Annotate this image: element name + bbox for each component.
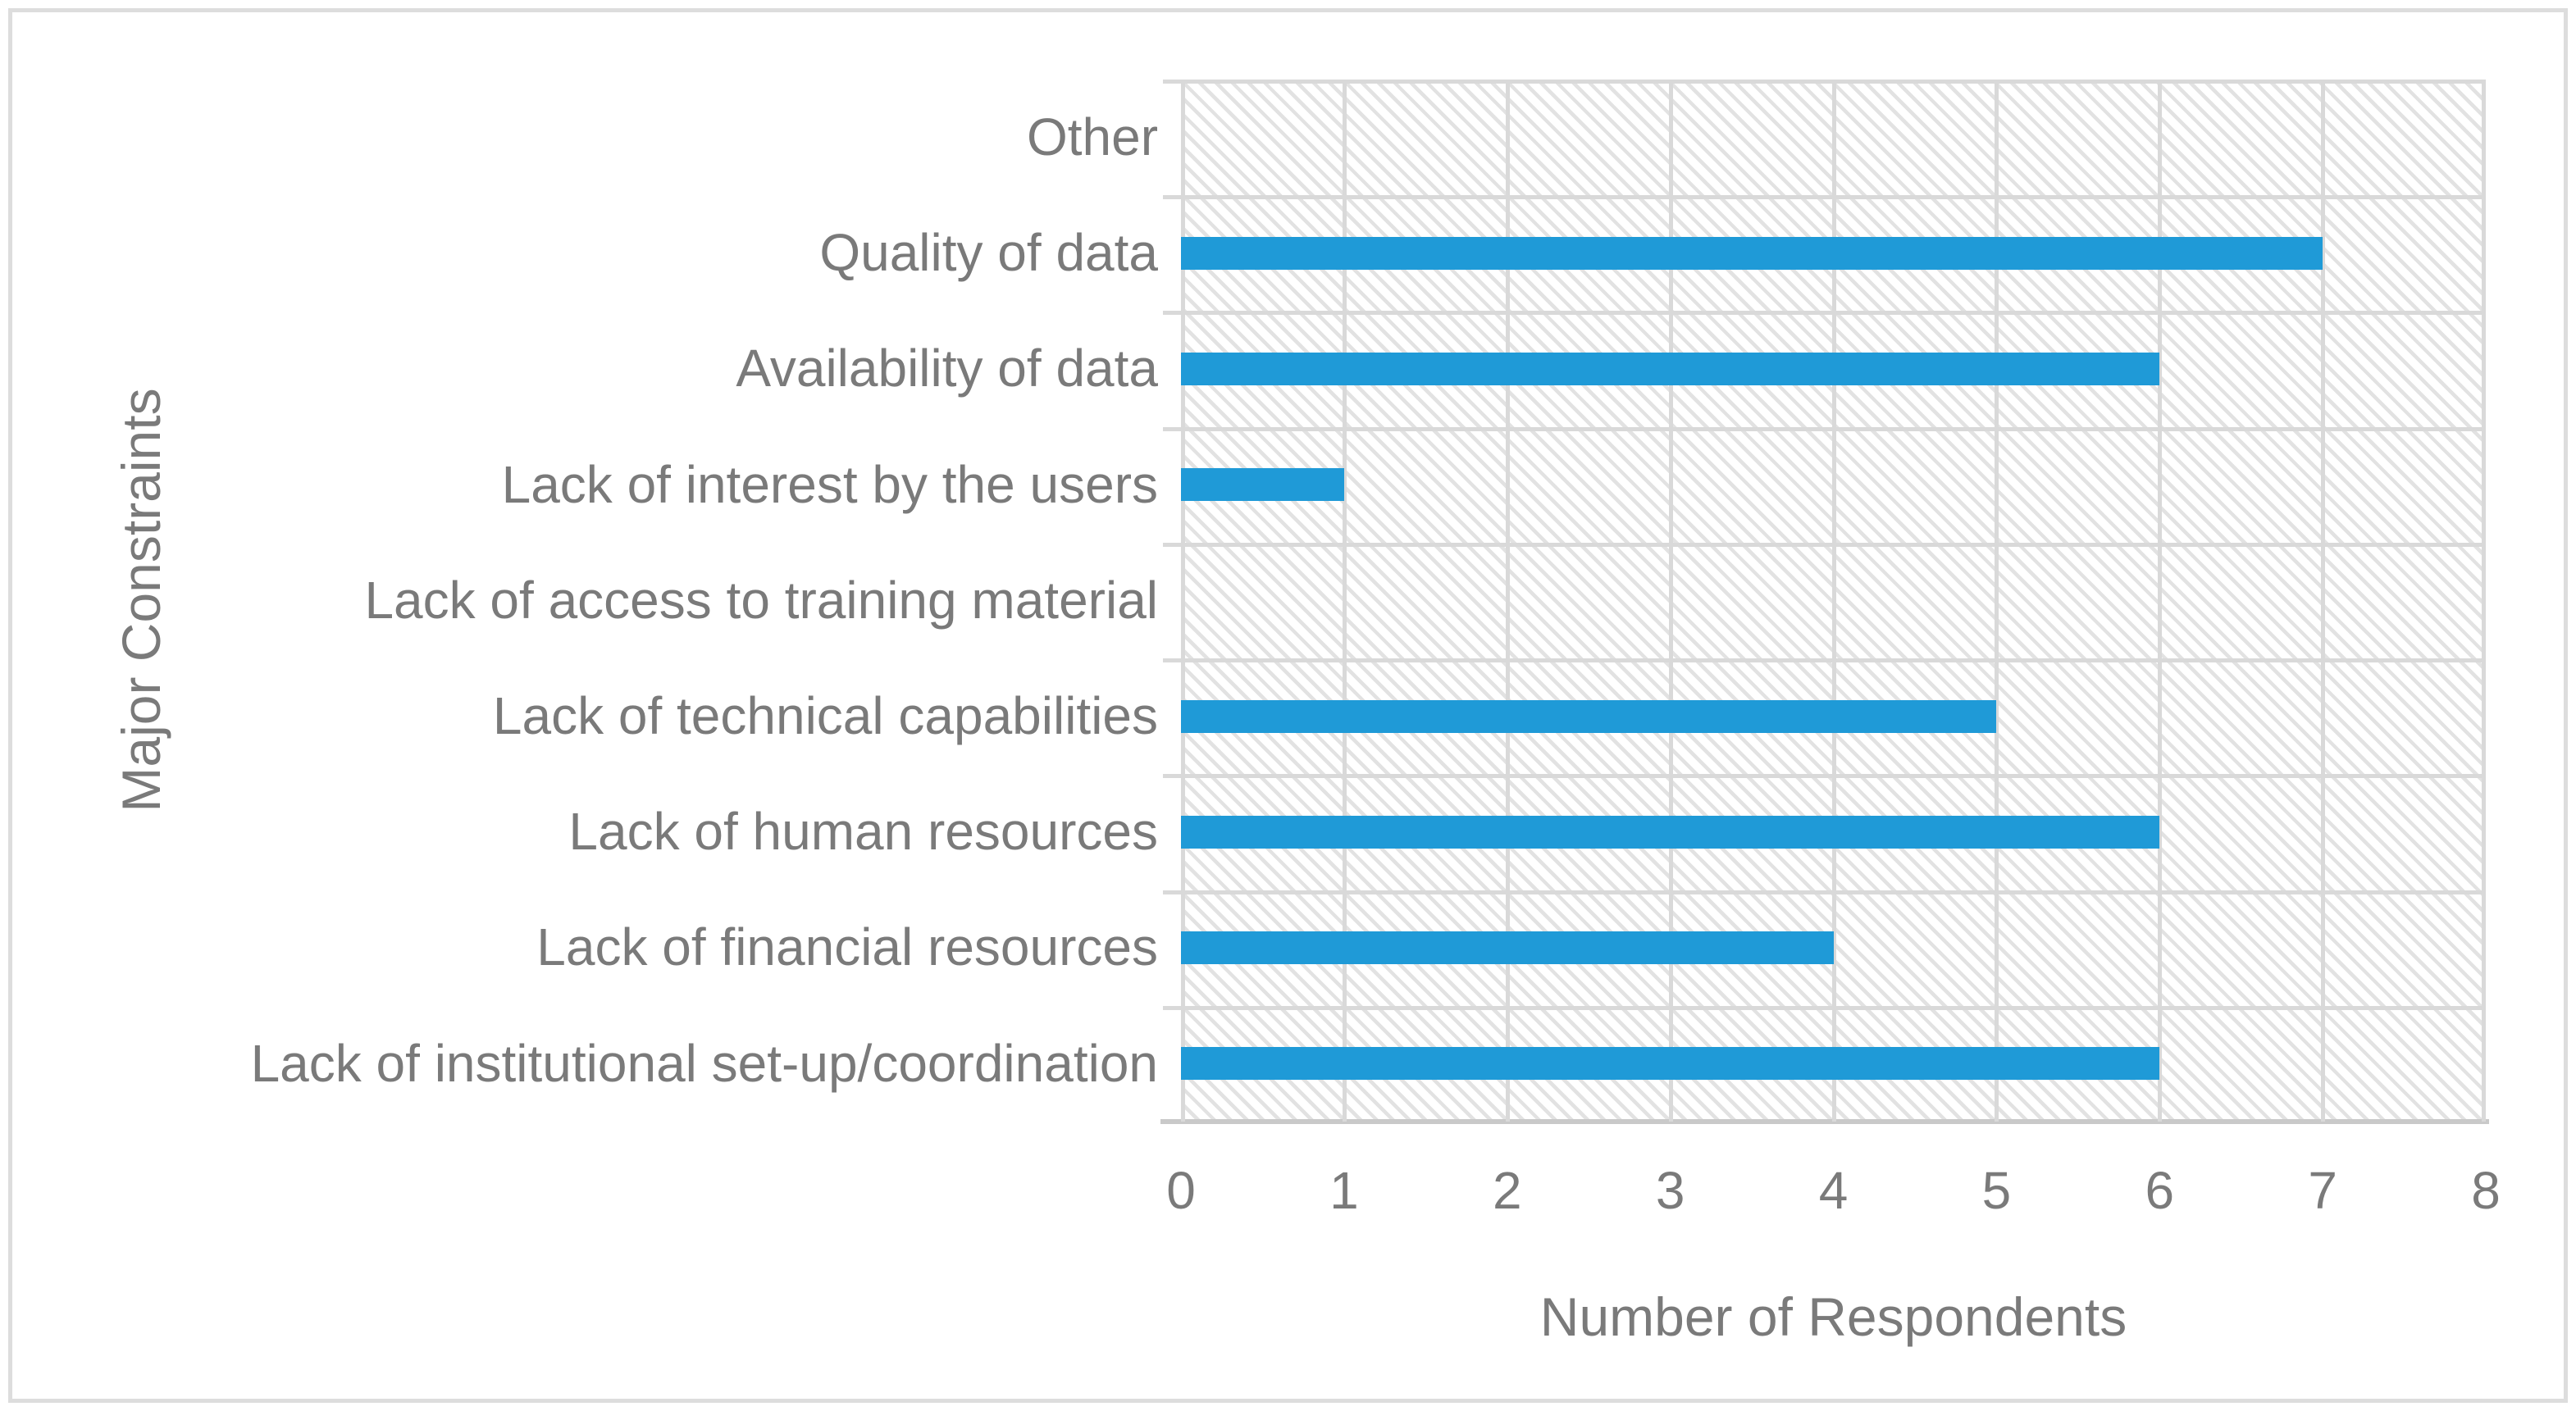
value-gridline: [2482, 80, 2486, 1122]
value-gridline: [1668, 80, 1673, 1122]
value-gridline: [1995, 80, 1999, 1122]
category-gridline: [1163, 774, 2486, 779]
tick-label: 5: [1981, 1161, 2012, 1220]
category-label: Availability of data: [736, 339, 1158, 398]
tick-label: 2: [1492, 1161, 1522, 1220]
x-axis-tick-labels: 0 1 2 3 4 5 6 7 8: [1166, 1158, 2501, 1223]
tick-label: 8: [2471, 1161, 2501, 1220]
value-gridline: [1342, 80, 1347, 1122]
category-gridline: [1163, 426, 2486, 431]
tick-label: 6: [2145, 1161, 2175, 1220]
bar: [1181, 236, 2323, 270]
bar: [1181, 815, 2160, 849]
x-axis-line: [1160, 1119, 2489, 1124]
tick-label: 7: [2308, 1161, 2337, 1220]
category-label: Lack of interest by the users: [501, 454, 1158, 514]
category-label: Lack of financial resources: [536, 917, 1158, 977]
tick-label: 3: [1655, 1161, 1685, 1220]
bar: [1181, 1047, 2160, 1081]
x-axis-title: Number of Respondents: [1539, 1286, 2127, 1347]
category-gridline: [1163, 195, 2486, 200]
category-gridline: [1163, 1005, 2486, 1010]
category-label: Lack of human resources: [568, 802, 1158, 862]
category-gridline: [1163, 311, 2486, 316]
value-gridline: [1505, 80, 1510, 1122]
category-label: Quality of data: [819, 223, 1158, 283]
tick-label: 4: [1818, 1161, 1849, 1220]
category-label: Lack of institutional set-up/coordinatio…: [250, 1033, 1158, 1093]
value-gridline: [1181, 80, 1185, 1122]
bar: [1181, 931, 1834, 965]
bar: [1181, 699, 1997, 733]
value-gridline: [1831, 80, 1836, 1122]
y-axis-title: Major Constraints: [111, 388, 171, 812]
plot-area: [1160, 80, 2489, 1124]
value-gridline: [2321, 80, 2326, 1122]
category-gridline: [1163, 890, 2486, 894]
category-label: Other: [1026, 107, 1158, 166]
category-gridline: [1163, 658, 2486, 663]
category-gridline: [1163, 542, 2486, 547]
y-axis-category-labels: Other Quality of data Availability of data…: [0, 80, 1158, 1122]
tick-label: 0: [1166, 1161, 1196, 1220]
category-gridline: [1163, 80, 2486, 84]
category-label: Lack of access to training material: [364, 570, 1158, 630]
category-label: Lack of technical capabilities: [492, 686, 1158, 745]
value-gridline: [2158, 80, 2163, 1122]
bar: [1181, 353, 2160, 386]
bar: [1181, 468, 1344, 502]
tick-label: 1: [1329, 1161, 1359, 1220]
